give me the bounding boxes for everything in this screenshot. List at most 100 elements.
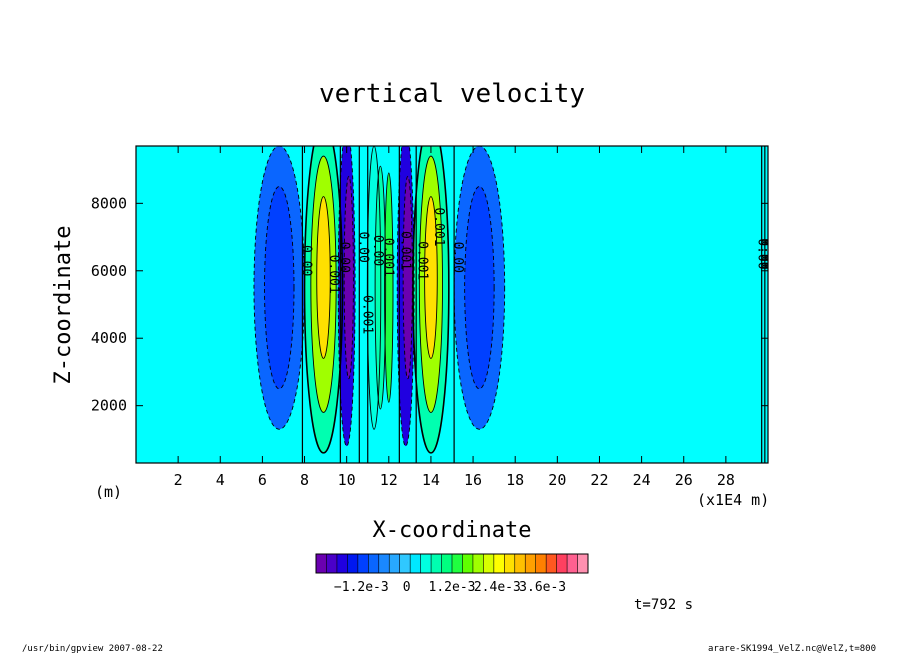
contour-label-13: 0.00 bbox=[755, 238, 770, 269]
x-tick-label-6: 14 bbox=[422, 471, 440, 489]
plot-area bbox=[136, 146, 768, 463]
x-tick-label-13: 28 bbox=[717, 471, 735, 489]
colorbar-swatch-5 bbox=[368, 554, 380, 573]
x-tick-label-9: 20 bbox=[548, 471, 566, 489]
colorbar-swatch-3 bbox=[347, 554, 359, 573]
contour-label-6: 0.001 bbox=[381, 238, 396, 277]
colorbar-swatch-0 bbox=[316, 554, 327, 573]
x-axis-title: X-coordinate bbox=[373, 518, 532, 543]
colorbar-swatch-2 bbox=[336, 554, 348, 573]
contour-6 bbox=[343, 175, 354, 380]
plot-frame bbox=[135, 145, 769, 464]
colorbar-swatch-9 bbox=[410, 554, 422, 573]
band-6 bbox=[344, 176, 354, 379]
x-axis: 2 4 6 8 10 12 14 16 18 20 22 24 26 28 bbox=[174, 146, 735, 489]
y-axis-title: Z-coordinate bbox=[51, 226, 76, 385]
colorbar-tick-label-3: 2.4e-3 bbox=[474, 580, 521, 595]
y-tick-label-1: 4000 bbox=[91, 329, 127, 347]
colorbar-tick-label-4: 3.6e-3 bbox=[519, 580, 566, 595]
colorbar-swatch-10 bbox=[420, 554, 432, 573]
colorbar-swatch-24 bbox=[567, 554, 579, 573]
x-tick-label-1: 4 bbox=[216, 471, 225, 489]
contour-label-2: 0.00 bbox=[355, 232, 370, 263]
x-tick-label-7: 16 bbox=[464, 471, 482, 489]
colorbar-swatch-8 bbox=[399, 554, 411, 573]
colorbar-swatch-22 bbox=[546, 554, 558, 573]
contour-16 bbox=[464, 186, 495, 390]
colorbar-frame bbox=[315, 553, 589, 574]
y-tick-label-0: 2000 bbox=[91, 397, 127, 415]
x-tick-label-0: 2 bbox=[174, 471, 183, 489]
y-axis: 2000 4000 6000 8000 bbox=[91, 194, 768, 415]
colorbar-ticks: −1.2e-3 0 1.2e-32.4e-33.6e-3 bbox=[334, 580, 566, 595]
colorbar-swatch-20 bbox=[525, 554, 537, 573]
contour-13 bbox=[418, 155, 443, 413]
contour-1 bbox=[264, 186, 295, 390]
contour-label-1: 0.00 bbox=[336, 242, 351, 273]
contour-label-9: 0.001 bbox=[431, 207, 446, 246]
contour-14 bbox=[424, 196, 438, 359]
contour-label-3: 0.00 bbox=[370, 235, 385, 266]
x-scale-label: (x1E4 m) bbox=[697, 491, 769, 509]
contour-line-group bbox=[253, 146, 766, 463]
colorbar-swatch-13 bbox=[452, 554, 463, 573]
contour-5 bbox=[337, 146, 356, 447]
band-16 bbox=[464, 186, 495, 389]
colorbar-swatch-23 bbox=[556, 554, 568, 573]
contour-12 bbox=[412, 146, 450, 454]
band-4 bbox=[316, 196, 331, 359]
colorbar-swatch-4 bbox=[357, 554, 369, 573]
colorbar-tick-label-1: 0 bbox=[403, 580, 411, 595]
colorbar-swatch-19 bbox=[514, 554, 526, 573]
contour-label-12: 0.00 bbox=[761, 238, 776, 269]
contour-9 bbox=[384, 172, 394, 403]
colorbar-tick-label-2: 1.2e-3 bbox=[429, 580, 476, 595]
band-1 bbox=[264, 186, 294, 389]
x-tick-label-5: 12 bbox=[380, 471, 398, 489]
contour-8 bbox=[374, 165, 387, 410]
y-tick-label-3: 8000 bbox=[91, 194, 127, 212]
x-tick-label-12: 26 bbox=[675, 471, 693, 489]
colorbar-tick-label-0: −1.2e-3 bbox=[334, 580, 389, 595]
contour-label-10: 0.00 bbox=[450, 242, 465, 273]
x-tick-label-8: 18 bbox=[506, 471, 524, 489]
colorbar bbox=[316, 554, 589, 573]
contour-label-0: 0.00 bbox=[298, 245, 313, 276]
colorbar-swatch-12 bbox=[441, 554, 453, 573]
x-tick-label-3: 8 bbox=[300, 471, 309, 489]
contour-label-5: 0.001 bbox=[360, 295, 375, 334]
contour-label-4: 0.001 bbox=[326, 255, 341, 294]
footer-right: arare-SK1994_VelZ.nc@VelZ,t=800 bbox=[708, 644, 876, 654]
band-11 bbox=[403, 176, 413, 379]
colorbar-swatch-1 bbox=[326, 554, 338, 573]
contour-label-11: 0.00 bbox=[758, 238, 773, 269]
contour-10 bbox=[396, 146, 415, 447]
contour-label-7: 0.001 bbox=[397, 231, 412, 270]
band-9 bbox=[384, 172, 394, 403]
x-unit-label: (m) bbox=[95, 483, 122, 501]
chart-title: vertical velocity bbox=[319, 79, 585, 109]
footer-left: /usr/bin/gpview 2007-08-22 bbox=[22, 644, 163, 654]
colorbar-swatch-17 bbox=[493, 554, 505, 573]
x-tick-label-2: 6 bbox=[258, 471, 267, 489]
colorbar-swatch-11 bbox=[431, 554, 443, 573]
colorbar-swatch-16 bbox=[483, 554, 495, 573]
x-tick-label-10: 22 bbox=[590, 471, 608, 489]
band-14 bbox=[424, 196, 438, 359]
y-tick-label-2: 6000 bbox=[91, 262, 127, 280]
x-tick-label-11: 24 bbox=[633, 471, 651, 489]
colorbar-swatch-7 bbox=[389, 554, 401, 573]
time-label: t=792 s bbox=[634, 597, 693, 613]
colorbar-swatch-6 bbox=[378, 554, 390, 573]
colorbar-swatch-15 bbox=[472, 554, 484, 573]
contour-fill-group bbox=[253, 146, 505, 453]
colorbar-swatch-18 bbox=[504, 554, 516, 573]
contour-2 bbox=[303, 146, 344, 454]
colorbar-swatch-14 bbox=[462, 554, 474, 573]
x-tick-label-4: 10 bbox=[338, 471, 356, 489]
colorbar-swatch-25 bbox=[577, 554, 589, 573]
contour-3 bbox=[310, 155, 337, 413]
contour-label-8: 0.001 bbox=[414, 241, 429, 280]
